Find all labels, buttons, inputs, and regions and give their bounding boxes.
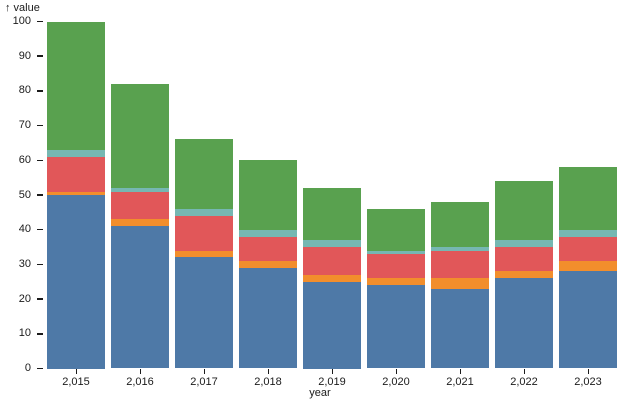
bar-segment-series-blue-2,023 xyxy=(559,271,617,369)
x-tick-line xyxy=(204,369,205,374)
bar-segment-series-teal-2,019 xyxy=(303,240,361,248)
bar-segment-series-orange-2,015 xyxy=(47,191,105,195)
x-tick-line xyxy=(460,369,461,374)
y-tick-line xyxy=(37,20,43,23)
y-tick-line xyxy=(37,228,43,231)
bar-segment-series-red-2,021 xyxy=(431,250,489,279)
x-tick-line xyxy=(76,369,77,374)
bar-segment-series-teal-2,022 xyxy=(495,240,553,248)
y-tick-label: 70 xyxy=(18,119,31,132)
bar-segment-series-red-2,019 xyxy=(303,247,361,275)
x-tick-line xyxy=(332,369,333,374)
bar-segment-series-orange-2,020 xyxy=(367,278,425,286)
bar-segment-series-orange-2,018 xyxy=(239,260,297,268)
bar-segment-series-orange-2,022 xyxy=(495,271,553,279)
bar-segment-series-blue-2,021 xyxy=(431,288,489,369)
bar-segment-series-green-2,021 xyxy=(431,201,489,248)
y-tick-label: 20 xyxy=(18,292,31,305)
bar-segment-series-green-2,016 xyxy=(111,83,169,189)
y-tick-line xyxy=(37,124,43,127)
bar-segment-series-teal-2,018 xyxy=(239,229,297,237)
x-tick-label: 2,016 xyxy=(126,376,154,388)
bar-segment-series-blue-2,020 xyxy=(367,285,425,369)
bar-segment-series-red-2,017 xyxy=(175,215,233,251)
bar-segment-series-orange-2,016 xyxy=(111,219,169,227)
y-tick-line xyxy=(37,367,43,370)
x-tick-line xyxy=(396,369,397,374)
y-tick-label: 10 xyxy=(18,327,31,340)
bar-segment-series-red-2,016 xyxy=(111,191,169,220)
y-tick-label: 0 xyxy=(24,362,31,374)
bar-segment-series-green-2,015 xyxy=(47,21,105,150)
y-tick-line xyxy=(37,55,43,57)
bar-segment-series-blue-2,015 xyxy=(47,195,105,369)
y-tick-label: 80 xyxy=(18,84,31,97)
x-tick-label: 2,021 xyxy=(446,376,474,388)
y-tick-line xyxy=(37,194,43,196)
y-tick-label: 40 xyxy=(18,223,31,236)
bar-segment-series-orange-2,019 xyxy=(303,274,361,282)
x-tick-label: 2,015 xyxy=(62,376,90,388)
y-tick-line xyxy=(37,298,43,300)
bar-segment-series-green-2,022 xyxy=(495,181,553,241)
x-tick-label: 2,022 xyxy=(510,376,538,388)
y-tick-line xyxy=(37,90,43,92)
x-axis-title: year xyxy=(309,387,331,399)
bar-segment-series-orange-2,023 xyxy=(559,260,617,272)
y-axis-title: ↑ value xyxy=(5,2,40,14)
y-tick-label: 30 xyxy=(18,257,31,270)
bar-segment-series-blue-2,016 xyxy=(111,226,169,369)
y-tick-label: 100 xyxy=(12,15,31,27)
x-tick-label: 2,020 xyxy=(382,376,410,388)
x-tick-line xyxy=(524,369,525,374)
x-tick-label: 2,019 xyxy=(318,376,346,388)
x-tick-label: 2,023 xyxy=(574,376,602,388)
bar-segment-series-teal-2,015 xyxy=(47,149,105,157)
bar-segment-series-orange-2,017 xyxy=(175,250,233,258)
bar-segment-series-red-2,022 xyxy=(495,247,553,272)
bar-segment-series-red-2,018 xyxy=(239,236,297,261)
bar-segment-series-red-2,015 xyxy=(47,156,105,192)
bar-segment-series-blue-2,017 xyxy=(175,257,233,369)
bar-segment-series-teal-2,016 xyxy=(111,188,169,192)
y-tick-line xyxy=(37,263,43,266)
bar-segment-series-blue-2,022 xyxy=(495,278,553,369)
bar-segment-series-blue-2,018 xyxy=(239,267,297,369)
bar-segment-series-teal-2,017 xyxy=(175,208,233,216)
y-tick-line xyxy=(37,333,43,335)
bar-segment-series-red-2,023 xyxy=(559,236,617,261)
x-tick-line xyxy=(140,369,141,374)
bar-segment-series-teal-2,020 xyxy=(367,250,425,254)
bar-segment-series-green-2,019 xyxy=(303,188,361,241)
bar-segment-series-green-2,023 xyxy=(559,167,617,230)
y-tick-label: 90 xyxy=(18,49,31,62)
bar-segment-series-green-2,018 xyxy=(239,160,297,230)
bar-segment-series-orange-2,021 xyxy=(431,278,489,289)
x-tick-label: 2,017 xyxy=(190,376,218,388)
y-tick-label: 60 xyxy=(18,153,31,166)
bar-segment-series-teal-2,021 xyxy=(431,247,489,251)
y-tick-line xyxy=(37,159,43,162)
x-tick-line xyxy=(588,369,589,374)
bar-segment-series-blue-2,019 xyxy=(303,281,361,369)
bar-segment-series-red-2,020 xyxy=(367,253,425,279)
x-tick-line xyxy=(268,369,269,374)
x-tick-label: 2,018 xyxy=(254,376,282,388)
bar-segment-series-green-2,020 xyxy=(367,208,425,251)
bar-segment-series-green-2,017 xyxy=(175,139,233,209)
y-tick-label: 50 xyxy=(18,188,31,201)
bar-segment-series-teal-2,023 xyxy=(559,229,617,237)
